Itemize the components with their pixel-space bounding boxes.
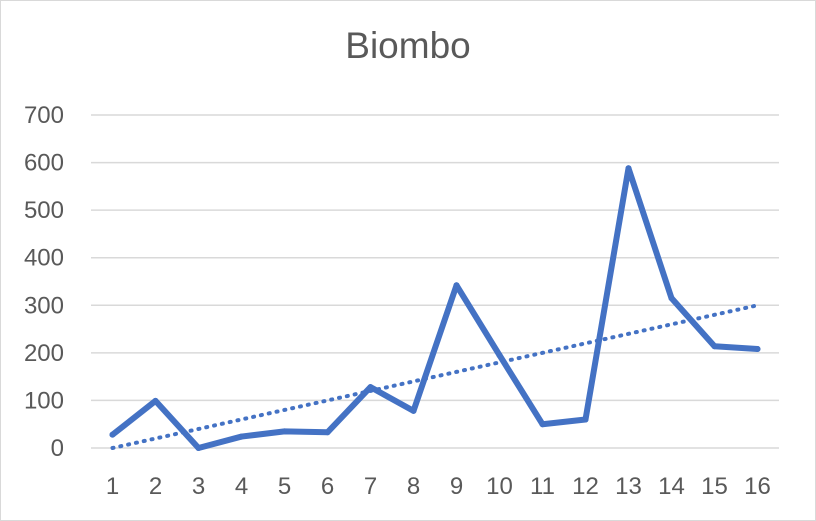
data-point — [238, 433, 245, 440]
y-tick-label: 300 — [24, 292, 64, 319]
x-tick-label: 7 — [364, 473, 377, 500]
x-tick-label: 15 — [701, 473, 728, 500]
y-tick-label: 600 — [24, 150, 64, 177]
data-point — [195, 445, 202, 451]
x-tick-label: 3 — [192, 473, 205, 500]
data-point — [152, 397, 159, 404]
x-tick-label: 6 — [321, 473, 334, 500]
data-point — [582, 416, 589, 423]
data-point — [109, 431, 116, 438]
x-tick-label: 5 — [278, 473, 291, 500]
data-point — [625, 165, 632, 172]
data-point — [453, 282, 460, 289]
series-line-0 — [109, 165, 761, 451]
y-tick-label: 700 — [24, 102, 64, 129]
x-tick-label: 8 — [407, 473, 420, 500]
data-point — [367, 384, 374, 391]
y-tick-label: 100 — [24, 387, 64, 414]
data-point — [410, 407, 417, 414]
data-point — [668, 295, 675, 302]
trendline — [110, 303, 760, 450]
x-tick-label: 2 — [149, 473, 162, 500]
x-tick-label: 4 — [235, 473, 248, 500]
data-point — [324, 429, 331, 436]
data-point — [281, 428, 288, 435]
x-tick-label: 1 — [106, 473, 119, 500]
x-tick-label: 9 — [450, 473, 463, 500]
y-tick-label: 200 — [24, 340, 64, 367]
y-tick-label: 0 — [51, 435, 64, 462]
data-point — [539, 421, 546, 428]
data-point — [711, 343, 718, 350]
x-tick-label: 11 — [530, 473, 555, 500]
x-tick-label: 13 — [615, 473, 642, 500]
x-tick-label: 16 — [744, 473, 771, 500]
y-tick-label: 400 — [24, 245, 64, 272]
chart-title: Biombo — [345, 25, 471, 66]
y-tick-label: 500 — [24, 197, 64, 224]
x-tick-label: 10 — [486, 473, 513, 500]
x-tick-label: 14 — [658, 473, 685, 500]
data-point — [496, 352, 503, 359]
data-point — [754, 346, 761, 353]
x-tick-label: 12 — [572, 473, 599, 500]
